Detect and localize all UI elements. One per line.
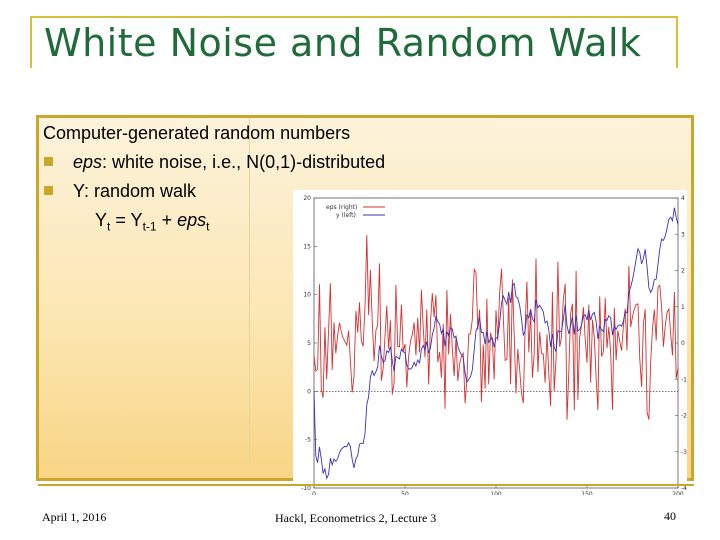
- left-axis-tick-label: -10: [301, 485, 311, 492]
- random-walk-formula: Yt = Yt-1 + epst: [95, 210, 210, 234]
- left-axis-tick-label: 5: [307, 340, 311, 347]
- footer-date: April 1, 2016: [42, 510, 107, 524]
- footer-rule: [38, 484, 694, 486]
- left-axis-tick-label: 10: [303, 292, 311, 299]
- legend-eps-label: eps (right): [326, 204, 357, 211]
- intro-text: Computer-generated random numbers: [43, 123, 351, 143]
- left-axis-tick-label: 20: [303, 195, 311, 202]
- noise-walk-chart: 20 15 10 5 0 -5 -10 4 3 2 1 0 -1 -2 -3 -4 0 50 100 150 200…: [293, 190, 687, 495]
- right-axis-tick-label: 0: [681, 340, 685, 347]
- series-y-line: [313, 207, 679, 480]
- x-axis-tick-label: 0: [312, 491, 316, 495]
- x-axis-tick-label: 50: [401, 491, 409, 495]
- right-axis-tick-label: 1: [681, 304, 685, 311]
- x-axis-tick-label: 150: [581, 491, 593, 495]
- right-axis-tick-label: -3: [681, 449, 687, 456]
- x-axis-tick-label: 200: [672, 491, 684, 495]
- eps-var: eps: [73, 152, 103, 172]
- right-axis-tick-label: -4: [681, 485, 687, 492]
- left-axis-tick-label: -5: [305, 437, 311, 444]
- left-axis-tick-label: 15: [303, 243, 311, 250]
- right-axis-tick-label: 3: [681, 231, 685, 238]
- title-frame: [30, 16, 678, 68]
- right-axis-tick-label: -2: [681, 413, 687, 420]
- x-axis-tick-label: 100: [490, 491, 502, 495]
- content-column-divider: [39, 118, 250, 463]
- series-eps-line: [313, 235, 679, 420]
- bullet-eps: eps: white noise, i.e., N(0,1)-distribut…: [73, 153, 385, 171]
- page-number: 40: [664, 509, 676, 523]
- bullet-eps-desc: : white noise, i.e., N(0,1)-distributed: [102, 152, 386, 172]
- slide-title: White Noise and Random Walk: [44, 21, 642, 65]
- left-axis-tick-label: 0: [307, 388, 311, 395]
- plot-frame: [313, 197, 679, 489]
- footer-course: Hackl, Econometrics 2, Lecture 3: [275, 511, 437, 525]
- square-bullet-icon: [44, 186, 53, 195]
- legend-y-label: y (left): [336, 212, 356, 219]
- right-axis-tick-label: -1: [681, 376, 687, 383]
- chart-legend: eps (right) y (left): [326, 204, 385, 219]
- right-axis-tick-label: 4: [681, 195, 685, 202]
- bullet-y: Y: random walk: [73, 181, 197, 201]
- right-axis-tick-label: 2: [681, 268, 685, 275]
- square-bullet-icon: [44, 157, 53, 166]
